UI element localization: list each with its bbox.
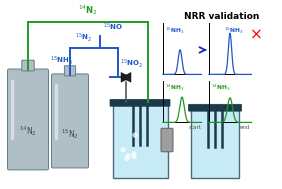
- Circle shape: [121, 148, 125, 152]
- Text: $^{15}$NH$_3$: $^{15}$NH$_3$: [164, 26, 184, 36]
- Text: $^{15}$NO$_2$: $^{15}$NO$_2$: [120, 58, 143, 70]
- FancyBboxPatch shape: [8, 69, 49, 170]
- Text: $^{15}$N$_2$: $^{15}$N$_2$: [75, 32, 92, 44]
- Circle shape: [125, 157, 129, 161]
- Text: $^{15}$NH$_3$: $^{15}$NH$_3$: [224, 26, 243, 36]
- FancyBboxPatch shape: [191, 110, 239, 178]
- Text: $^{15}$NO: $^{15}$NO: [103, 22, 123, 33]
- Text: $^{15}$NH$_3$: $^{15}$NH$_3$: [50, 55, 73, 67]
- Text: $^{15}$N$_2$: $^{15}$N$_2$: [61, 127, 79, 141]
- FancyBboxPatch shape: [64, 66, 76, 76]
- Circle shape: [132, 155, 136, 159]
- Circle shape: [126, 154, 130, 158]
- Text: $\times$: $\times$: [249, 26, 261, 41]
- FancyBboxPatch shape: [110, 99, 170, 106]
- FancyBboxPatch shape: [22, 60, 34, 71]
- Text: $^{14}$NH$_3$: $^{14}$NH$_3$: [211, 83, 230, 93]
- Circle shape: [132, 152, 136, 156]
- Polygon shape: [121, 72, 131, 82]
- Polygon shape: [121, 72, 131, 82]
- Text: $^{14}$NH$_3$: $^{14}$NH$_3$: [164, 83, 184, 93]
- Circle shape: [133, 133, 137, 137]
- Text: $^{14}$N$_2$: $^{14}$N$_2$: [19, 124, 37, 138]
- Text: NRR validation: NRR validation: [184, 12, 260, 21]
- FancyBboxPatch shape: [188, 104, 241, 111]
- FancyBboxPatch shape: [113, 105, 168, 178]
- FancyBboxPatch shape: [161, 128, 173, 152]
- Text: $^{14}$N$_2$: $^{14}$N$_2$: [78, 3, 98, 17]
- Text: start: start: [189, 125, 202, 130]
- Text: end: end: [239, 125, 250, 130]
- FancyBboxPatch shape: [52, 74, 89, 168]
